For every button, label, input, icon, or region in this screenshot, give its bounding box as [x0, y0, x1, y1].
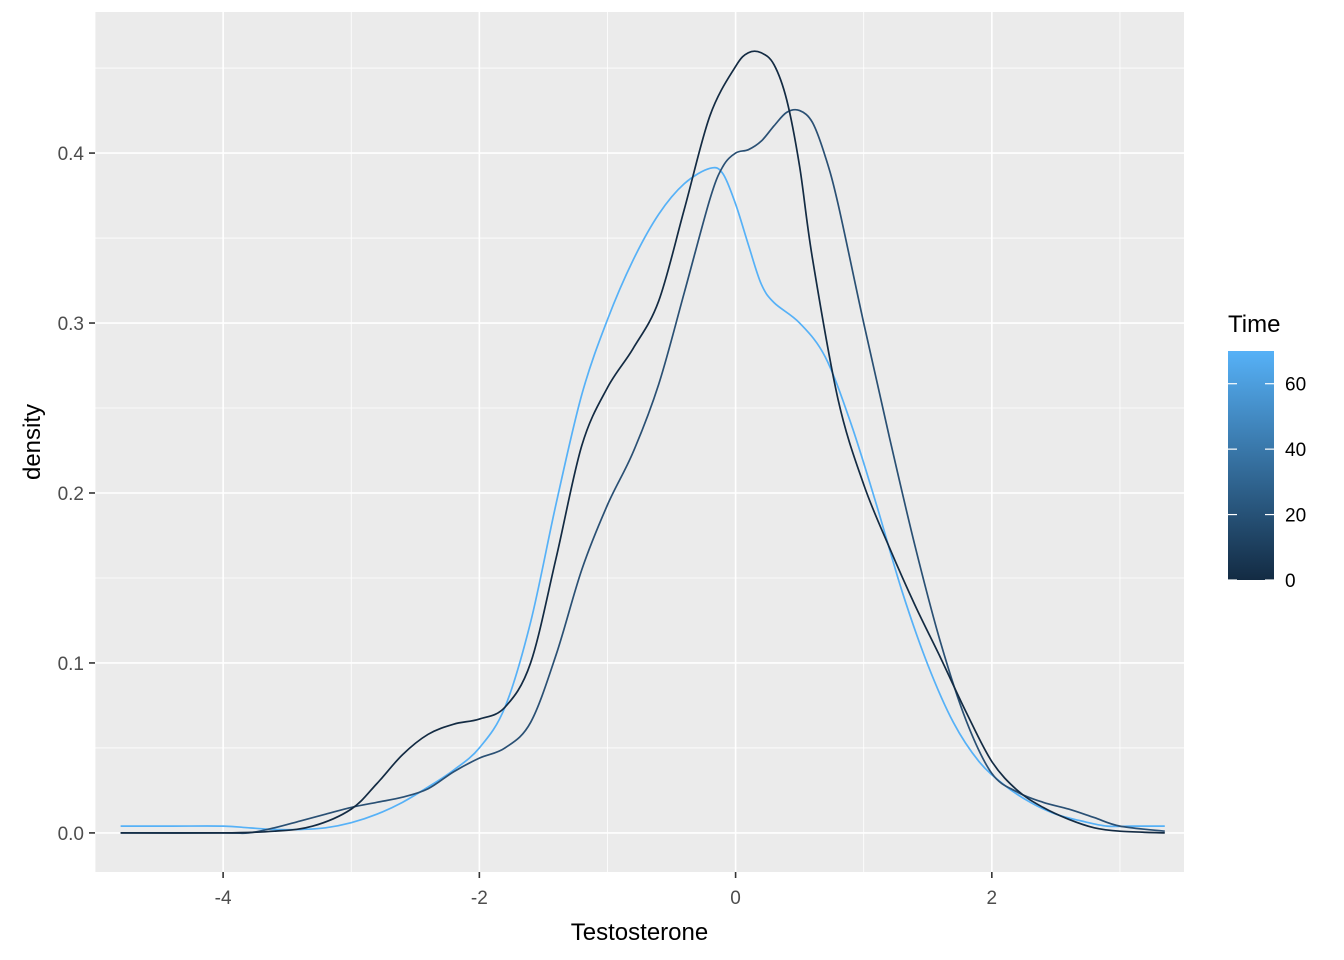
- x-axis-title: Testosterone: [571, 919, 708, 946]
- y-tick-label: 0.1: [58, 654, 84, 675]
- y-tick-label: 0.2: [58, 484, 84, 505]
- density-line-time-35: [120, 108, 1165, 835]
- x-tick-label: -2: [471, 888, 488, 909]
- axis-ticks: -4 -2 0 2 0.0 0.1 0.2 0.3 0.4: [58, 144, 998, 909]
- legend-tick-label: 20: [1285, 506, 1306, 527]
- x-tick-label: 0: [730, 888, 741, 909]
- minor-grid: [94, 12, 1184, 872]
- y-tick-label: 0.3: [58, 314, 84, 335]
- density-line-time-0: [120, 50, 1165, 834]
- density-line-time-70: [120, 166, 1165, 831]
- major-grid: [95, 12, 1184, 872]
- y-tick-label: 0.0: [58, 824, 84, 845]
- legend: Time 0 20 40 60: [1228, 311, 1306, 592]
- panel-background: [95, 12, 1184, 872]
- legend-tick-label: 0: [1285, 571, 1296, 592]
- legend-ticks: 0 20 40 60: [1228, 375, 1306, 592]
- y-tick-label: 0.4: [58, 144, 85, 165]
- x-tick-label: -4: [215, 888, 232, 909]
- legend-title: Time: [1228, 311, 1280, 338]
- legend-tick-label: 40: [1285, 440, 1306, 461]
- legend-colorbar: [1228, 351, 1274, 580]
- y-axis-title: density: [19, 404, 46, 480]
- legend-tick-label: 60: [1285, 375, 1306, 396]
- density-lines: [120, 50, 1165, 835]
- x-tick-label: 2: [987, 888, 998, 909]
